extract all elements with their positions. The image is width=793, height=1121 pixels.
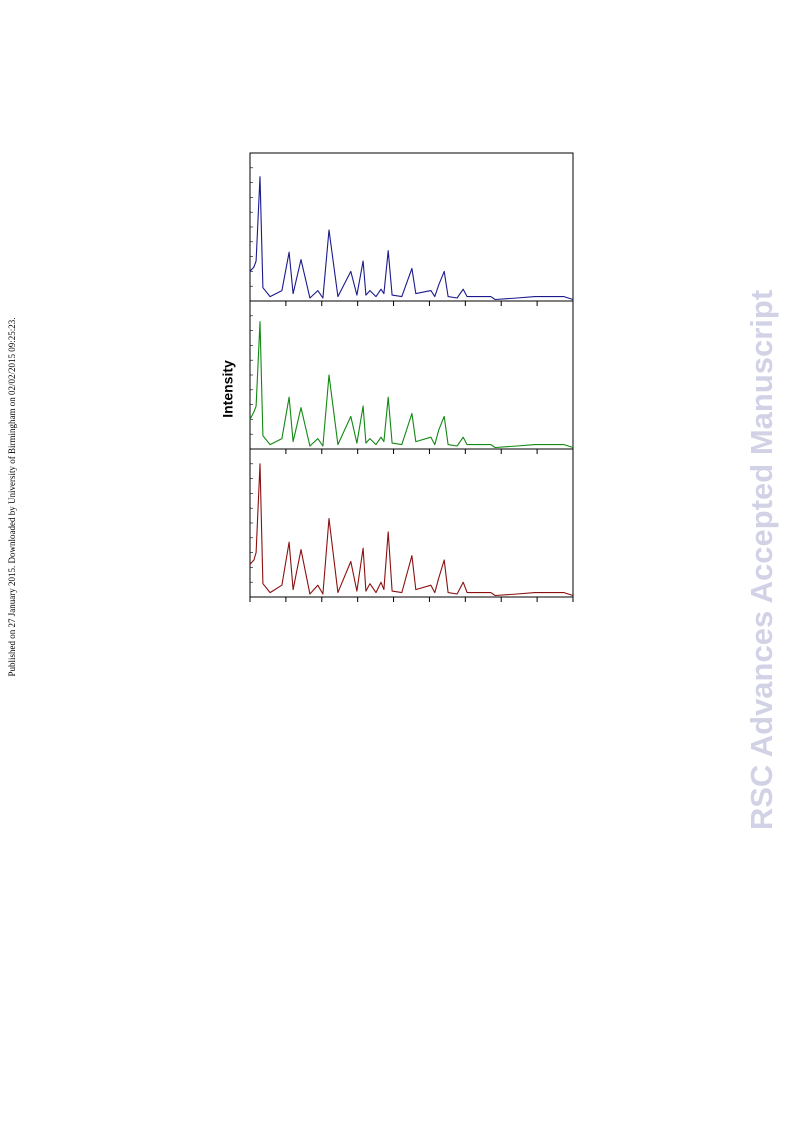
plot-frame bbox=[249, 448, 574, 598]
series-line bbox=[249, 176, 574, 301]
series-line bbox=[249, 463, 574, 597]
side-note: Published on 27 January 2015. Downloaded… bbox=[7, 318, 17, 677]
plot-frame bbox=[249, 300, 574, 450]
watermark: RSC Advances Accepted Manuscript bbox=[744, 290, 779, 830]
series-line bbox=[249, 321, 574, 449]
y-axis-label: Intensity bbox=[220, 360, 236, 418]
plot-frame bbox=[249, 152, 574, 302]
